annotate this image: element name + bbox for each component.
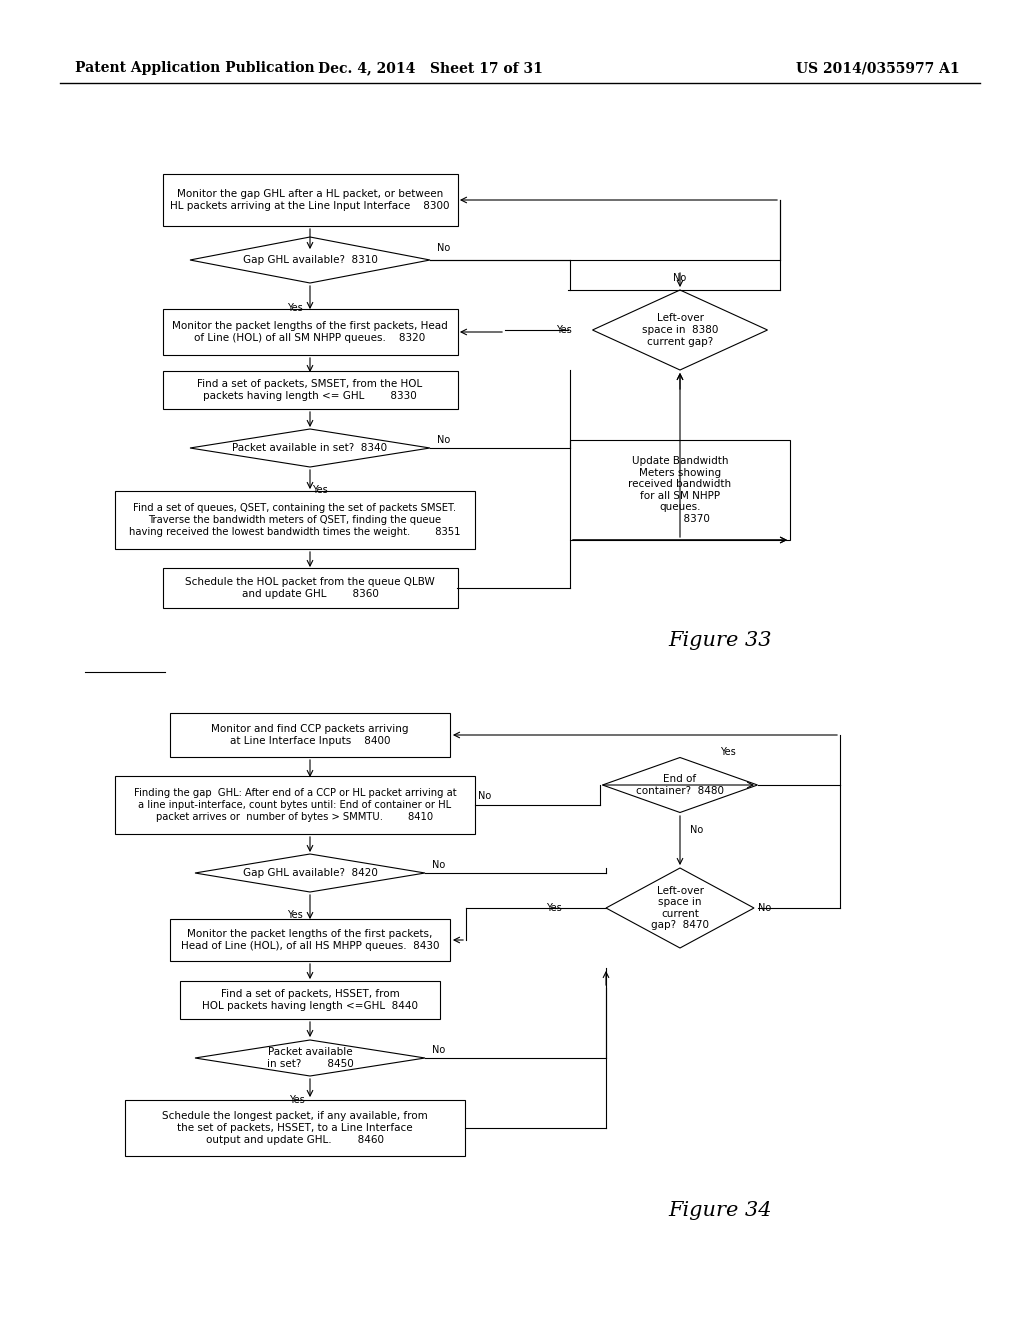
Text: Yes: Yes [312,484,328,495]
Text: No: No [437,243,451,253]
FancyBboxPatch shape [115,776,475,834]
FancyBboxPatch shape [170,919,450,961]
Text: Yes: Yes [287,304,303,313]
FancyBboxPatch shape [125,1100,465,1156]
Text: Find a set of packets, SMSET, from the HOL
packets having length <= GHL        8: Find a set of packets, SMSET, from the H… [198,379,423,401]
Polygon shape [606,869,754,948]
FancyBboxPatch shape [570,440,790,540]
FancyBboxPatch shape [170,713,450,756]
Text: Monitor the packet lengths of the first packets,
Head of Line (HOL), of all HS M: Monitor the packet lengths of the first … [181,929,439,950]
Text: No: No [432,1045,445,1055]
Text: Figure 34: Figure 34 [669,1200,772,1220]
Text: Monitor and find CCP packets arriving
at Line Interface Inputs    8400: Monitor and find CCP packets arriving at… [211,725,409,746]
FancyBboxPatch shape [163,309,458,355]
Text: Gap GHL available?  8420: Gap GHL available? 8420 [243,869,378,878]
FancyBboxPatch shape [180,981,440,1019]
Polygon shape [593,290,768,370]
Text: Dec. 4, 2014   Sheet 17 of 31: Dec. 4, 2014 Sheet 17 of 31 [317,61,543,75]
Text: Yes: Yes [289,1096,305,1105]
Text: Gap GHL available?  8310: Gap GHL available? 8310 [243,255,378,265]
Text: Update Bandwidth
Meters showing
received bandwidth
for all SM NHPP
queues.
     : Update Bandwidth Meters showing received… [629,455,731,524]
Text: Figure 33: Figure 33 [669,631,772,649]
FancyBboxPatch shape [163,568,458,609]
Text: No: No [437,436,451,445]
Text: Yes: Yes [287,909,303,920]
FancyBboxPatch shape [163,174,458,226]
Text: Schedule the longest packet, if any available, from
the set of packets, HSSET, t: Schedule the longest packet, if any avai… [162,1111,428,1144]
Text: US 2014/0355977 A1: US 2014/0355977 A1 [797,61,961,75]
Text: Yes: Yes [546,903,562,913]
Polygon shape [195,1040,425,1076]
Polygon shape [602,758,758,813]
Text: Find a set of queues, QSET, containing the set of packets SMSET.
Traverse the ba: Find a set of queues, QSET, containing t… [129,503,461,537]
Text: Find a set of packets, HSSET, from
HOL packets having length <=GHL  8440: Find a set of packets, HSSET, from HOL p… [202,989,418,1011]
Text: Monitor the packet lengths of the first packets, Head
of Line (HOL) of all SM NH: Monitor the packet lengths of the first … [172,321,447,343]
Polygon shape [190,429,430,467]
Text: Packet available in set?  8340: Packet available in set? 8340 [232,444,387,453]
Polygon shape [190,238,430,282]
Text: Yes: Yes [556,325,572,335]
Text: No: No [478,791,492,801]
Text: End of
container?  8480: End of container? 8480 [636,775,724,796]
Text: No: No [758,903,771,913]
Text: Yes: Yes [720,747,736,756]
Text: Patent Application Publication: Patent Application Publication [75,61,314,75]
Text: Monitor the gap GHL after a HL packet, or between
HL packets arriving at the Lin: Monitor the gap GHL after a HL packet, o… [170,189,450,211]
Text: Finding the gap  GHL: After end of a CCP or HL packet arriving at
a line input-i: Finding the gap GHL: After end of a CCP … [134,788,457,821]
FancyBboxPatch shape [163,371,458,409]
Text: Schedule the HOL packet from the queue QLBW
and update GHL        8360: Schedule the HOL packet from the queue Q… [185,577,435,599]
Text: Packet available
in set?        8450: Packet available in set? 8450 [266,1047,353,1069]
Text: Left-over
space in
current
gap?  8470: Left-over space in current gap? 8470 [651,886,709,931]
Text: No: No [432,861,445,870]
Text: No: No [674,273,687,282]
FancyBboxPatch shape [115,491,475,549]
Polygon shape [195,854,425,892]
Text: Left-over
space in  8380
current gap?: Left-over space in 8380 current gap? [642,313,718,347]
Text: No: No [690,825,703,836]
